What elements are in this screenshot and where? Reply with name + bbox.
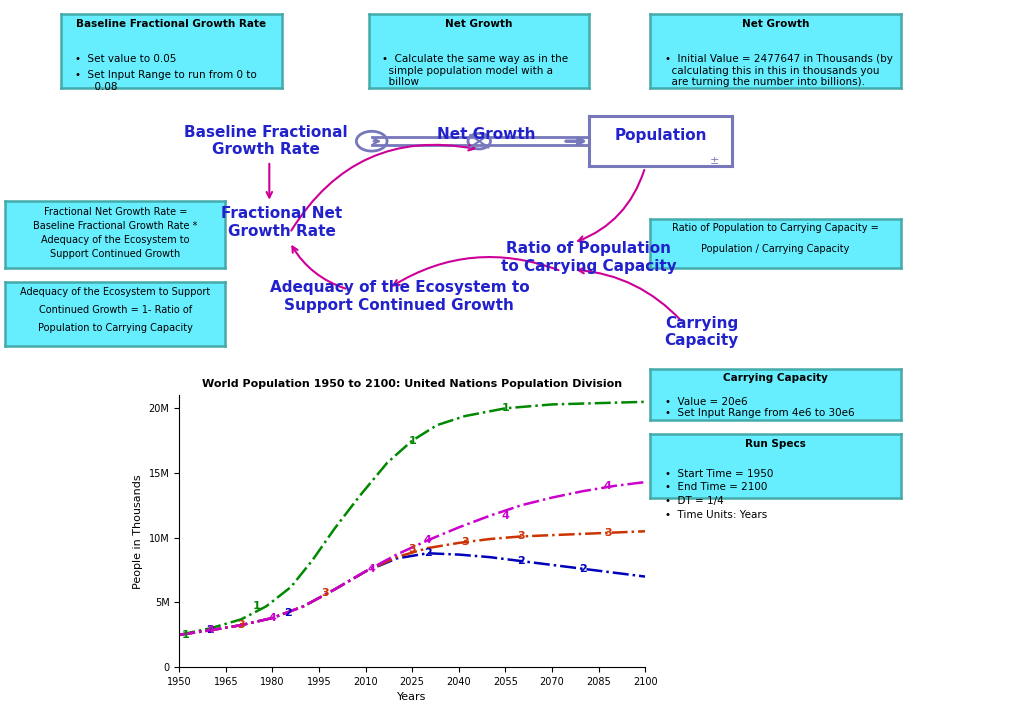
Text: Population: Population (614, 128, 707, 143)
Text: ±: ± (711, 156, 720, 166)
Text: •  Set value to 0.05: • Set value to 0.05 (75, 54, 176, 64)
Text: Net Growth: Net Growth (445, 19, 512, 30)
Y-axis label: People in Thousands: People in Thousands (133, 474, 143, 589)
Text: 3: 3 (322, 588, 329, 599)
Text: •  Calculate the same way as in the
  simple population model with a
  billow: • Calculate the same way as in the simpl… (382, 54, 568, 88)
Text: 2: 2 (284, 608, 292, 618)
Text: Baseline Fractional Growth Rate: Baseline Fractional Growth Rate (77, 19, 266, 30)
Text: 1: 1 (253, 602, 261, 611)
Text: 2: 2 (424, 549, 431, 558)
Text: •  DT = 1/4: • DT = 1/4 (666, 496, 724, 506)
Text: •  Value = 20e6: • Value = 20e6 (666, 397, 748, 407)
Text: 1: 1 (502, 403, 509, 413)
Text: 2: 2 (207, 626, 214, 635)
Text: Adequacy of the Ecosystem to: Adequacy of the Ecosystem to (41, 235, 189, 245)
Text: Adequacy of the Ecosystem to Support: Adequacy of the Ecosystem to Support (20, 287, 210, 297)
Text: •  End Time = 2100: • End Time = 2100 (666, 482, 768, 493)
Title: World Population 1950 to 2100: United Nations Population Division: World Population 1950 to 2100: United Na… (202, 379, 623, 389)
Text: Continued Growth = 1- Ratio of: Continued Growth = 1- Ratio of (39, 306, 191, 316)
Text: Fractional Net
Growth Rate: Fractional Net Growth Rate (221, 206, 342, 239)
Text: Carrying Capacity: Carrying Capacity (723, 373, 828, 383)
Text: Support Continued Growth: Support Continued Growth (50, 249, 180, 259)
Text: Carrying
Capacity: Carrying Capacity (665, 316, 738, 348)
Text: 4: 4 (604, 481, 611, 491)
Text: 2: 2 (580, 564, 587, 574)
Text: 4: 4 (368, 564, 376, 574)
Text: Baseline Fractional
Growth Rate: Baseline Fractional Growth Rate (184, 125, 348, 157)
Text: Baseline Fractional Growth Rate *: Baseline Fractional Growth Rate * (33, 221, 198, 231)
Text: •  Set Input Range to run from 0 to
      0.08: • Set Input Range to run from 0 to 0.08 (75, 71, 256, 92)
Text: •  Initial Value = 2477647 in Thousands (by
  calculating this in this in thousa: • Initial Value = 2477647 in Thousands (… (666, 54, 893, 88)
Text: •  Time Units: Years: • Time Units: Years (666, 510, 768, 520)
Text: Net Growth: Net Growth (742, 19, 809, 30)
Text: Fractional Net Growth Rate =: Fractional Net Growth Rate = (43, 207, 187, 217)
Text: Ratio of Population
to Carrying Capacity: Ratio of Population to Carrying Capacity (501, 241, 677, 274)
Text: Run Specs: Run Specs (745, 438, 806, 448)
Text: •  Set Input Range from 4e6 to 30e6: • Set Input Range from 4e6 to 30e6 (666, 408, 855, 418)
Text: 4: 4 (424, 535, 432, 545)
Text: Population to Carrying Capacity: Population to Carrying Capacity (38, 323, 193, 333)
Text: 3: 3 (238, 620, 245, 630)
Text: 3: 3 (517, 532, 524, 542)
Text: Net Growth: Net Growth (437, 126, 536, 142)
Text: 3: 3 (461, 537, 469, 546)
Text: Population / Carrying Capacity: Population / Carrying Capacity (701, 244, 850, 254)
Text: 1: 1 (409, 436, 416, 445)
Text: 3: 3 (604, 527, 611, 537)
Text: 1: 1 (181, 630, 189, 640)
Text: 4: 4 (502, 510, 509, 521)
Text: Adequacy of the Ecosystem to
Support Continued Growth: Adequacy of the Ecosystem to Support Con… (269, 280, 529, 313)
X-axis label: Years: Years (397, 693, 427, 702)
Text: Ratio of Population to Carrying Capacity =: Ratio of Population to Carrying Capacity… (673, 223, 879, 233)
Text: 4: 4 (268, 613, 276, 623)
Text: 2: 2 (517, 556, 524, 566)
Text: 3: 3 (409, 544, 416, 554)
Text: 4: 4 (206, 626, 214, 635)
Text: •  Start Time = 1950: • Start Time = 1950 (666, 469, 774, 479)
